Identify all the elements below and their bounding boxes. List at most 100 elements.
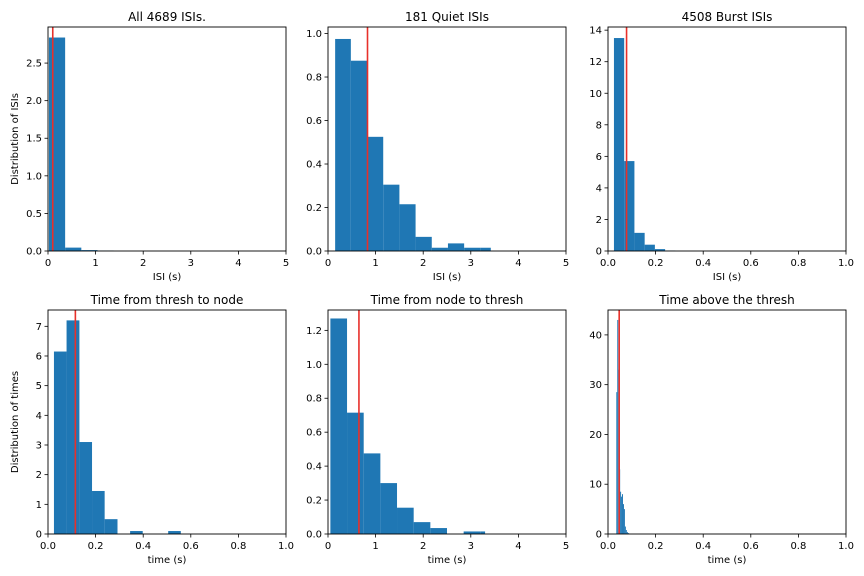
chart-panel-1: 0 1 2 3 4 5 0.0 0.5 1.0 1.5 2.0 2.5 All 4689 ISIs. IS… (10, 10, 289, 283)
histogram-bar (383, 184, 400, 251)
x-tick-label: 1.0 (838, 541, 854, 552)
axes-frame (327, 309, 567, 535)
x-tick-label: 3 (188, 258, 194, 269)
chart-title: 181 Quiet ISIs (405, 10, 489, 24)
histogram-bar (634, 232, 645, 251)
y-tick-label: 1.0 (306, 29, 322, 40)
y-tick-label: 14 (589, 26, 602, 37)
x-tick-label: 4 (515, 258, 521, 269)
histogram-bar (53, 351, 67, 534)
x-tick-label: 1 (372, 541, 378, 552)
chart-title: Time from thresh to node (90, 293, 244, 307)
histogram-bar (397, 507, 414, 534)
axes-frame (47, 26, 287, 252)
histogram-bar (627, 533, 629, 534)
y-tick-label: 0 (596, 247, 602, 258)
x-axis-label: time (s) (148, 555, 187, 566)
histogram-bar (65, 247, 82, 251)
chart-panel-4: 0.0 0.2 0.4 0.6 0.8 1.0 0 1 2 3 4 5 6 7 Time from thre… (10, 293, 294, 566)
histogram-bar (330, 318, 348, 534)
chart-panel-3: 0.0 0.2 0.4 0.6 0.8 1.0 0 2 4 6 8 10 12 14 4508 Burst … (589, 10, 854, 283)
y-tick-label: 0.5 (26, 209, 42, 220)
histogram-bar (347, 412, 364, 534)
histogram-bar (367, 136, 384, 251)
x-tick-label: 0.2 (88, 541, 104, 552)
x-tick-label: 1 (92, 258, 98, 269)
y-tick-label: 0 (596, 530, 602, 541)
x-tick-label: 4 (515, 541, 521, 552)
x-tick-label: 0.8 (790, 258, 806, 269)
x-tick-label: 3 (468, 258, 474, 269)
y-tick-label: 2.0 (26, 96, 42, 107)
x-tick-label: 1.0 (838, 258, 854, 269)
x-tick-label: 0.8 (230, 541, 246, 552)
axes-frame (327, 26, 567, 252)
y-tick-label: 6 (36, 351, 42, 362)
histogram-bar (363, 453, 381, 534)
y-tick-label: 0 (36, 530, 42, 541)
x-tick-label: 1 (372, 258, 378, 269)
y-tick-label: 20 (589, 430, 602, 441)
y-tick-label: 0.2 (306, 496, 322, 507)
x-tick-label: 0.6 (743, 541, 759, 552)
histogram-bars (330, 318, 486, 534)
histogram-bar (81, 250, 98, 251)
y-tick-label: 12 (589, 57, 602, 68)
histogram-bar (480, 247, 491, 251)
histogram-bar (92, 490, 105, 534)
histogram-bars (616, 319, 630, 534)
histogram-bars (613, 38, 676, 251)
x-tick-label: 2 (420, 541, 426, 552)
x-tick-label: 5 (563, 258, 569, 269)
y-tick-label: 0.0 (306, 247, 322, 258)
histogram-bar (380, 483, 398, 534)
histogram-bar (48, 37, 66, 251)
x-tick-label: 0.6 (183, 541, 199, 552)
histogram-bar (130, 531, 143, 534)
histogram-bar (644, 244, 655, 251)
x-tick-label: 0.8 (790, 541, 806, 552)
chart-panel-2: 0 1 2 3 4 5 0.0 0.2 0.4 0.6 0.8 1.0 181 Quiet ISIs IS… (306, 10, 569, 283)
y-tick-label: 6 (596, 152, 602, 163)
chart-title: Time from node to thresh (370, 293, 524, 307)
x-tick-label: 0.2 (648, 541, 664, 552)
y-tick-label: 0.4 (306, 462, 322, 473)
histogram-bar (464, 247, 481, 251)
histogram-bar (104, 519, 118, 534)
x-tick-label: 0.2 (648, 258, 664, 269)
y-tick-label: 0.8 (306, 73, 322, 84)
x-tick-label: 0.0 (40, 541, 56, 552)
x-tick-label: 5 (283, 258, 289, 269)
histogram-bar (617, 319, 619, 534)
histogram-bars (53, 320, 181, 534)
y-tick-label: 0.6 (306, 428, 322, 439)
chart-title: 4508 Burst ISIs (682, 10, 773, 24)
x-tick-label: 0.4 (695, 541, 711, 552)
y-tick-label: 0.8 (306, 394, 322, 405)
histogram-bar (654, 249, 666, 251)
y-tick-label: 2 (596, 215, 602, 226)
histogram-bar (79, 442, 93, 534)
y-tick-label: 1 (36, 500, 42, 511)
y-tick-label: 1.2 (306, 326, 322, 337)
histogram-bar (621, 496, 623, 534)
y-tick-label: 30 (589, 380, 602, 391)
y-tick-label: 4 (596, 183, 602, 194)
histogram-bar (399, 204, 416, 251)
histogram-bar (415, 236, 432, 251)
y-tick-label: 0.4 (306, 160, 322, 171)
x-tick-label: 0.6 (743, 258, 759, 269)
histogram-bar (413, 522, 431, 534)
y-tick-label: 0.0 (306, 530, 322, 541)
x-tick-label: 0.4 (135, 541, 151, 552)
x-tick-label: 0.0 (600, 541, 616, 552)
y-tick-label: 5 (36, 381, 42, 392)
x-tick-label: 0.4 (695, 258, 711, 269)
histogram-bar (168, 531, 181, 534)
y-tick-label: 2.5 (26, 59, 42, 70)
axes-frame (607, 26, 847, 252)
y-tick-label: 1.0 (26, 171, 42, 182)
y-tick-label: 10 (589, 89, 602, 100)
histogram-bar (625, 530, 627, 534)
histogram-bar (463, 531, 481, 534)
